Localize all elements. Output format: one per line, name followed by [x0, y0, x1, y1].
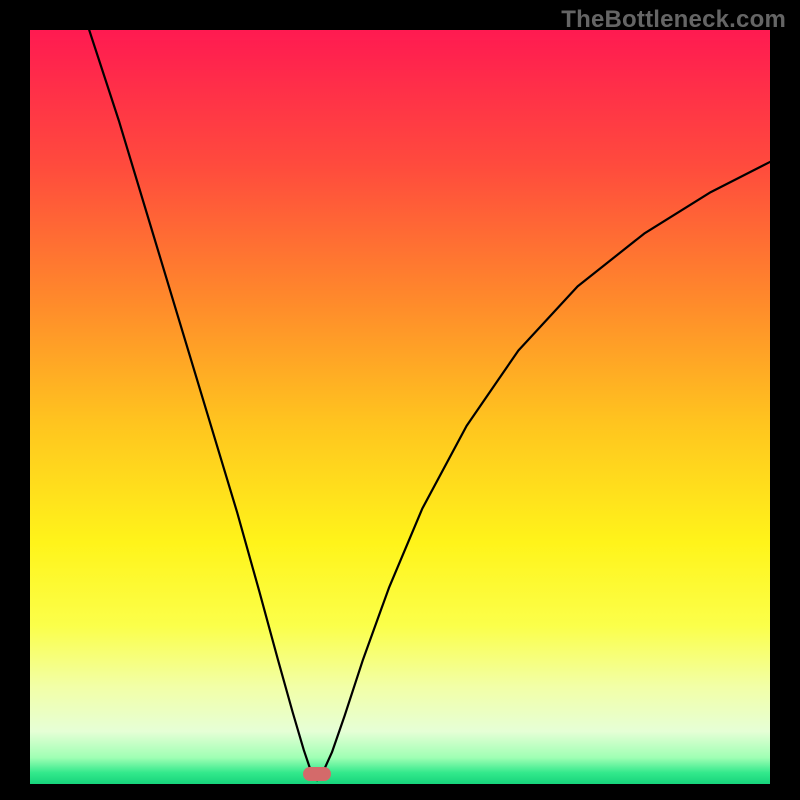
plot-area [30, 30, 770, 784]
bottleneck-curve [30, 30, 770, 784]
optimal-marker [303, 767, 331, 781]
chart-container: TheBottleneck.com [0, 0, 800, 800]
watermark-text: TheBottleneck.com [561, 6, 786, 34]
